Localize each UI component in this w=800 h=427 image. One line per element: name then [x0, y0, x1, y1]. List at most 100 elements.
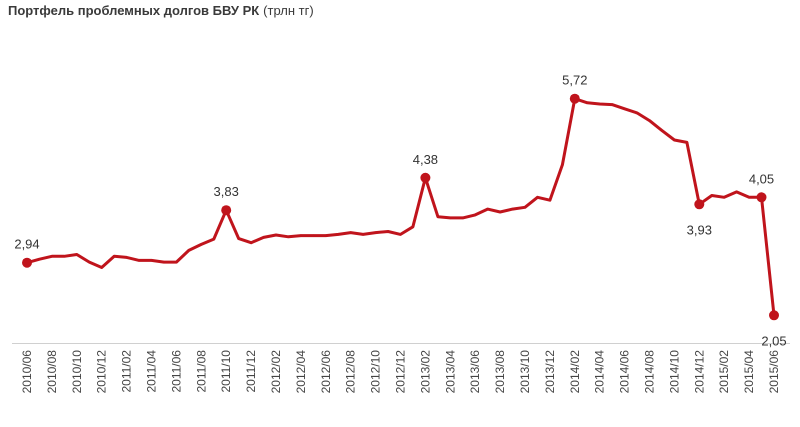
- x-tick-label-2015/06: 2015/06: [767, 350, 781, 394]
- marker-2013/02: [420, 172, 431, 183]
- x-tick-label-2014/02: 2014/02: [568, 350, 582, 394]
- data-point-2014/07: [635, 111, 639, 115]
- data-point-2010/10: [75, 253, 79, 256]
- data-point-2011/04: [150, 259, 153, 262]
- marker-2011/10: [221, 205, 232, 216]
- marker-2015/05: [756, 192, 767, 203]
- data-point-2015/03: [735, 190, 738, 194]
- data-point-2010/07: [38, 258, 41, 261]
- data-point-2012/03: [287, 235, 290, 238]
- data-point-2010/12: [100, 266, 103, 269]
- data-point-2013/03: [436, 215, 440, 218]
- x-tick-label-2012/04: 2012/04: [294, 350, 308, 394]
- chart-title-text: Портфель проблемных долгов БВУ РК: [8, 3, 260, 18]
- x-tick-label-2013/02: 2013/02: [418, 350, 432, 394]
- data-point-2012/09: [361, 233, 365, 236]
- data-point-2010/08: [50, 255, 54, 258]
- chart-title: Портфель проблемных долгов БВУ РК (трлн т…: [8, 3, 314, 18]
- x-tick-label-2014/06: 2014/06: [618, 350, 632, 394]
- data-point-2014/05: [610, 103, 614, 106]
- x-tick-label-2011/04: 2011/04: [145, 350, 159, 393]
- marker-2010/06: [22, 257, 32, 268]
- x-tick-label-2013/04: 2013/04: [443, 350, 457, 394]
- x-tick-label-2010/12: 2010/12: [95, 350, 109, 394]
- data-point-2013/10: [523, 206, 527, 209]
- data-point-2014/10: [673, 138, 676, 142]
- data-point-2011/11: [237, 237, 240, 240]
- x-tick-label-2010/06: 2010/06: [20, 350, 34, 394]
- data-point-2011/02: [125, 256, 128, 259]
- data-point-2012/11: [386, 230, 390, 233]
- data-point-2011/03: [137, 259, 141, 262]
- data-point-2015/04: [747, 196, 751, 199]
- data-point-2013/08: [498, 210, 502, 214]
- data-point-2011/12: [249, 241, 253, 244]
- data-point-2013/05: [461, 216, 464, 220]
- data-point-2011/07: [187, 249, 190, 252]
- data-point-2012/07: [337, 233, 340, 236]
- marker-2014/02: [569, 93, 580, 104]
- data-label-2014/02: 5,72: [562, 73, 587, 88]
- data-point-2014/11: [685, 141, 689, 144]
- marker-2015/06: [769, 310, 779, 321]
- data-point-2013/01: [411, 225, 415, 228]
- data-point-2015/01: [710, 194, 713, 197]
- x-tick-label-2011/08: 2011/08: [194, 350, 208, 393]
- data-point-2012/12: [399, 233, 402, 236]
- x-tick-label-2010/08: 2010/08: [45, 350, 59, 394]
- data-point-2014/08: [648, 119, 651, 122]
- x-tick-label-2012/12: 2012/12: [394, 350, 408, 394]
- data-label-2015/06: 2,05: [761, 333, 786, 348]
- x-tick-label-2012/10: 2012/10: [369, 350, 383, 394]
- x-tick-label-2013/10: 2013/10: [518, 350, 532, 394]
- x-tick-label-2014/04: 2014/04: [593, 350, 607, 394]
- x-tick-label-2014/10: 2014/10: [667, 350, 681, 394]
- data-label-2014/12: 3,93: [687, 222, 712, 237]
- x-tick-label-2015/04: 2015/04: [742, 350, 756, 394]
- data-point-2014/03: [586, 101, 589, 105]
- data-point-2014/09: [660, 129, 664, 132]
- x-tick-label-2013/06: 2013/06: [468, 350, 482, 394]
- data-point-2012/04: [299, 234, 303, 237]
- data-label-2015/05: 4,05: [749, 171, 774, 186]
- data-point-2012/02: [274, 233, 278, 237]
- x-tick-label-2010/10: 2010/10: [70, 350, 84, 394]
- data-point-2012/01: [262, 236, 265, 239]
- data-point-2014/04: [598, 102, 601, 106]
- data-point-2013/06: [474, 213, 477, 217]
- data-label-2010/06: 2,94: [14, 237, 39, 252]
- x-tick-label-2011/10: 2011/10: [219, 350, 233, 393]
- data-point-2011/01: [113, 255, 116, 258]
- data-point-2013/04: [449, 216, 452, 220]
- data-point-2013/07: [486, 207, 489, 211]
- data-point-2012/05: [312, 234, 315, 237]
- data-point-2013/12: [548, 199, 552, 202]
- data-point-2013/09: [511, 207, 514, 211]
- x-tick-label-2013/12: 2013/12: [543, 350, 557, 394]
- x-tick-label-2012/06: 2012/06: [319, 350, 333, 394]
- data-point-2010/11: [88, 260, 91, 264]
- x-tick-label-2014/08: 2014/08: [643, 350, 657, 394]
- data-point-2012/06: [324, 234, 327, 237]
- x-tick-label-2011/12: 2011/12: [244, 350, 258, 393]
- x-tick-label-2013/08: 2013/08: [493, 350, 507, 394]
- data-point-2011/08: [200, 243, 203, 246]
- data-label-2011/10: 3,83: [214, 184, 239, 199]
- data-point-2015/02: [723, 196, 726, 199]
- x-tick-label-2012/02: 2012/02: [269, 350, 283, 394]
- data-point-2012/08: [349, 231, 352, 234]
- data-point-2010/09: [63, 255, 66, 258]
- x-tick-label-2015/02: 2015/02: [717, 350, 731, 394]
- marker-2014/12: [694, 199, 705, 210]
- data-point-2013/11: [536, 196, 539, 199]
- x-tick-label-2011/02: 2011/02: [120, 350, 134, 393]
- data-point-2011/06: [175, 260, 178, 264]
- x-tick-label-2012/08: 2012/08: [344, 350, 358, 394]
- data-point-2011/05: [162, 260, 166, 264]
- x-tick-label-2014/12: 2014/12: [692, 350, 706, 394]
- data-label-2013/02: 4,38: [413, 152, 438, 167]
- data-point-2014/01: [561, 163, 564, 166]
- data-point-2011/09: [212, 237, 215, 241]
- data-point-2012/10: [374, 231, 377, 234]
